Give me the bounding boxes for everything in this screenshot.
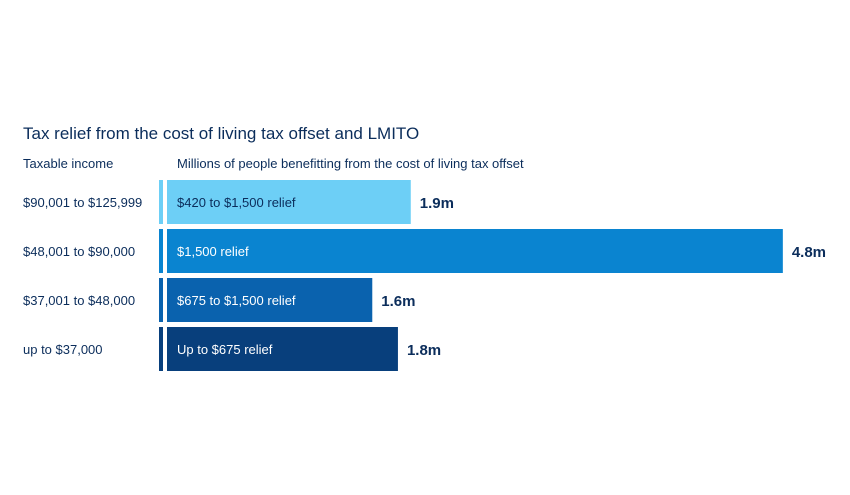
- category-header: Taxable income: [23, 156, 114, 171]
- bar-inner-label: $420 to $1,500 relief: [177, 195, 296, 210]
- category-label: $37,001 to $48,000: [23, 293, 135, 308]
- bar-inner-label: $1,500 relief: [177, 244, 249, 259]
- bar: [167, 229, 783, 273]
- bar-accent-strip: [159, 180, 163, 224]
- value-label: 1.9m: [420, 195, 454, 212]
- bar-accent-strip: [159, 229, 163, 273]
- bar-accent-strip: [159, 327, 163, 371]
- category-label: up to $37,000: [23, 342, 103, 357]
- bar: [167, 180, 411, 224]
- bar: [167, 278, 373, 322]
- bar: [167, 327, 398, 371]
- value-header: Millions of people benefitting from the …: [177, 156, 524, 171]
- category-label: $90,001 to $125,999: [23, 195, 142, 210]
- category-label: $48,001 to $90,000: [23, 244, 135, 259]
- value-label: 4.8m: [792, 244, 826, 261]
- value-label: 1.8m: [407, 342, 441, 359]
- value-label: 1.6m: [381, 293, 415, 310]
- chart-title: Tax relief from the cost of living tax o…: [23, 124, 420, 143]
- bar-inner-label: Up to $675 relief: [177, 342, 273, 357]
- bar-accent-strip: [159, 278, 163, 322]
- bar-inner-label: $675 to $1,500 relief: [177, 293, 296, 308]
